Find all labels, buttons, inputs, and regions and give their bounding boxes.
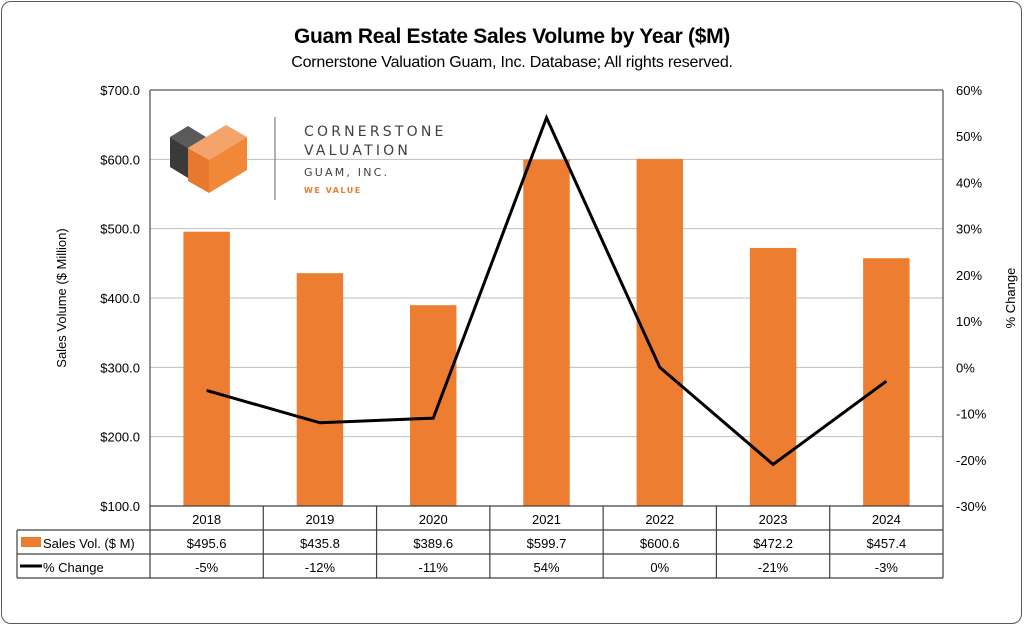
logo-dark-cube-left xyxy=(170,137,188,178)
company-logo: CORNERSTONE VALUATION GUAM, INC. WE VALU… xyxy=(170,117,447,200)
y2-tick-label: 20% xyxy=(956,268,982,283)
bar xyxy=(409,305,457,506)
table-cell-pct: 54% xyxy=(533,560,559,575)
legend-label-pct: % Change xyxy=(43,560,104,575)
axes xyxy=(149,89,944,506)
y2-axis-ticks: 60% 50% 40% 30% 20% 10% 0% -10% -20% -30% xyxy=(956,83,987,514)
table-cell-pct: -11% xyxy=(419,560,449,575)
bar-series xyxy=(183,158,910,507)
logo-tagline: WE VALUE xyxy=(304,186,362,195)
y-axis-ticks: $700.0 $600.0 $500.0 $400.0 $300.0 $200.0 $100… xyxy=(100,83,140,514)
y2-tick-label: -10% xyxy=(956,407,987,422)
x-category-label: 2024 xyxy=(872,512,901,527)
y-tick-label: $200.0 xyxy=(100,430,140,445)
x-category-label: 2021 xyxy=(532,512,561,527)
chart-subtitle: Cornerstone Valuation Guam, Inc. Databas… xyxy=(291,54,733,71)
legend-key-bar xyxy=(21,537,41,547)
table-cell-pct: 0% xyxy=(650,560,669,575)
table-cell-sales: $599.7 xyxy=(527,536,567,551)
y-tick-label: $500.0 xyxy=(100,222,140,237)
y-tick-label: $300.0 xyxy=(100,360,140,375)
table-cell-sales: $495.6 xyxy=(187,536,227,551)
table-cell-sales: $435.8 xyxy=(300,536,340,551)
y-axis-title: Sales Volume ($ Million) xyxy=(54,228,69,367)
logo-orange-left xyxy=(188,148,209,193)
table-cell-pct: -5% xyxy=(195,560,219,575)
bar xyxy=(183,231,230,506)
table-cell-pct: -12% xyxy=(305,560,336,575)
y-tick-label: $600.0 xyxy=(100,152,140,167)
table-cell-sales: $472.2 xyxy=(753,536,793,551)
table-cell-sales: $389.6 xyxy=(413,536,453,551)
logo-line2: VALUATION xyxy=(304,143,411,159)
y2-tick-label: 30% xyxy=(956,222,982,237)
bar xyxy=(749,247,797,506)
table-cell-pct: -3% xyxy=(875,560,899,575)
y-tick-label: $400.0 xyxy=(100,291,140,306)
bar xyxy=(523,159,570,507)
x-category-label: 2020 xyxy=(419,512,448,527)
x-category-label: 2018 xyxy=(192,512,221,527)
y2-tick-label: -20% xyxy=(956,453,987,468)
legend-label-sales: Sales Vol. ($ M) xyxy=(43,536,135,551)
logo-line1: CORNERSTONE xyxy=(304,124,447,140)
y2-tick-label: 60% xyxy=(956,83,982,98)
data-table: 2018 $495.6 -5% 2019 $435.8 -12% 2020 $389.6 -11… xyxy=(16,505,944,579)
y2-tick-label: 10% xyxy=(956,314,982,329)
y2-tick-label: 40% xyxy=(956,175,982,190)
logo-orange-right xyxy=(209,137,247,193)
x-category-label: 2019 xyxy=(305,512,334,527)
x-category-label: 2022 xyxy=(645,512,674,527)
y2-tick-label: -30% xyxy=(956,499,987,514)
line-series xyxy=(206,113,888,467)
logo-orange-top xyxy=(188,125,247,160)
chart-title: Guam Real Estate Sales Volume by Year ($… xyxy=(294,25,730,48)
y-tick-label: $100.0 xyxy=(100,499,140,514)
logo-line3: GUAM, INC. xyxy=(304,166,389,179)
table-cell-sales: $457.4 xyxy=(866,536,906,551)
y2-axis-title: % Change xyxy=(1003,268,1018,329)
y-tick-label: $700.0 xyxy=(100,83,140,98)
y2-tick-label: 50% xyxy=(956,129,982,144)
table-cell-pct: -21% xyxy=(758,560,789,575)
x-category-label: 2023 xyxy=(759,512,788,527)
y2-tick-label: 0% xyxy=(956,360,975,375)
table-cell-sales: $600.6 xyxy=(640,536,680,551)
bar xyxy=(296,273,344,506)
